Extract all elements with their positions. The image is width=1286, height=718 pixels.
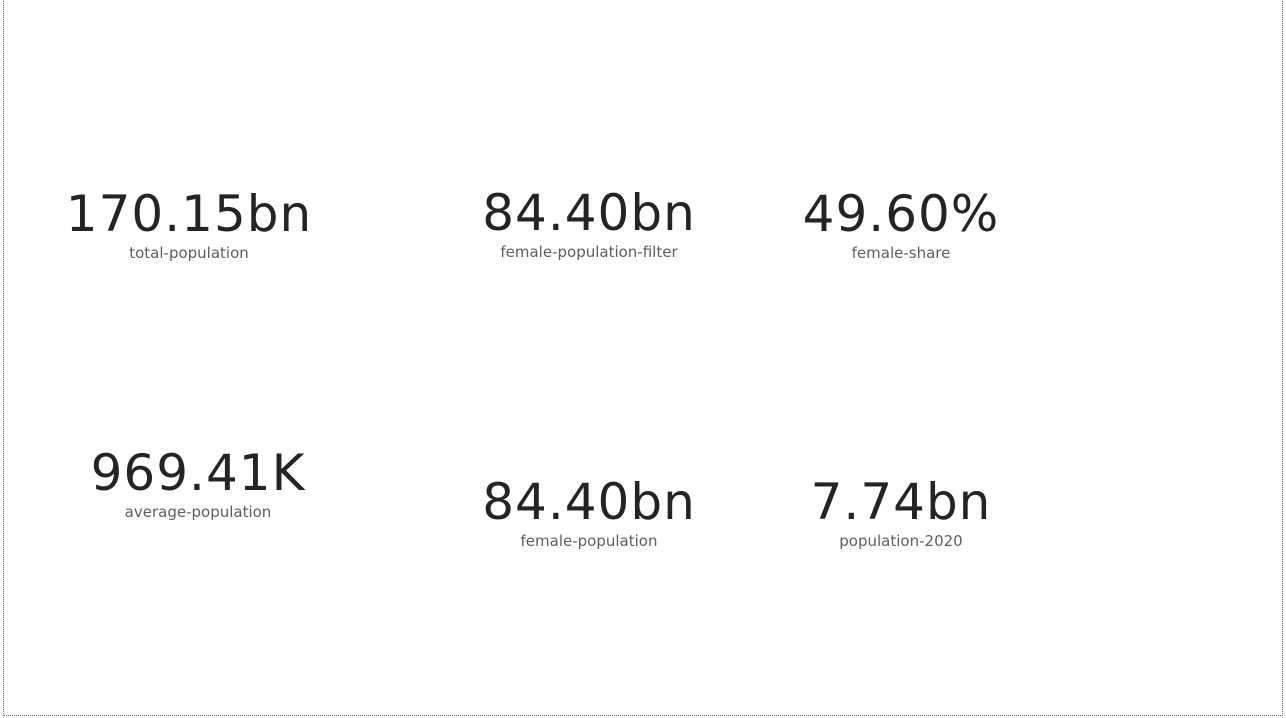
card-value: 49.60% bbox=[802, 185, 1000, 243]
card-total-population[interactable]: 170.15bn total-population bbox=[66, 185, 312, 263]
card-label: female-share bbox=[851, 244, 951, 262]
card-value: 7.74bn bbox=[810, 473, 992, 531]
card-label: average-population bbox=[124, 503, 272, 521]
card-label: female-population bbox=[520, 532, 658, 550]
card-female-population[interactable]: 84.40bn female-population bbox=[482, 473, 696, 551]
card-population-2020[interactable]: 7.74bn population-2020 bbox=[811, 473, 992, 551]
card-value: 969.41K bbox=[90, 444, 306, 502]
card-label: total-population bbox=[129, 244, 249, 262]
card-female-share[interactable]: 49.60% female-share bbox=[803, 185, 1000, 263]
card-value: 170.15bn bbox=[65, 185, 313, 243]
card-value: 84.40bn bbox=[482, 473, 696, 531]
card-label: female-population-filter bbox=[500, 243, 678, 261]
card-female-population-filter[interactable]: 84.40bn female-population-filter bbox=[482, 184, 696, 262]
card-label: population-2020 bbox=[839, 532, 963, 550]
report-canvas: 170.15bn total-population 84.40bn female… bbox=[3, 0, 1283, 716]
card-value: 84.40bn bbox=[482, 184, 696, 242]
card-average-population[interactable]: 969.41K average-population bbox=[91, 444, 306, 522]
